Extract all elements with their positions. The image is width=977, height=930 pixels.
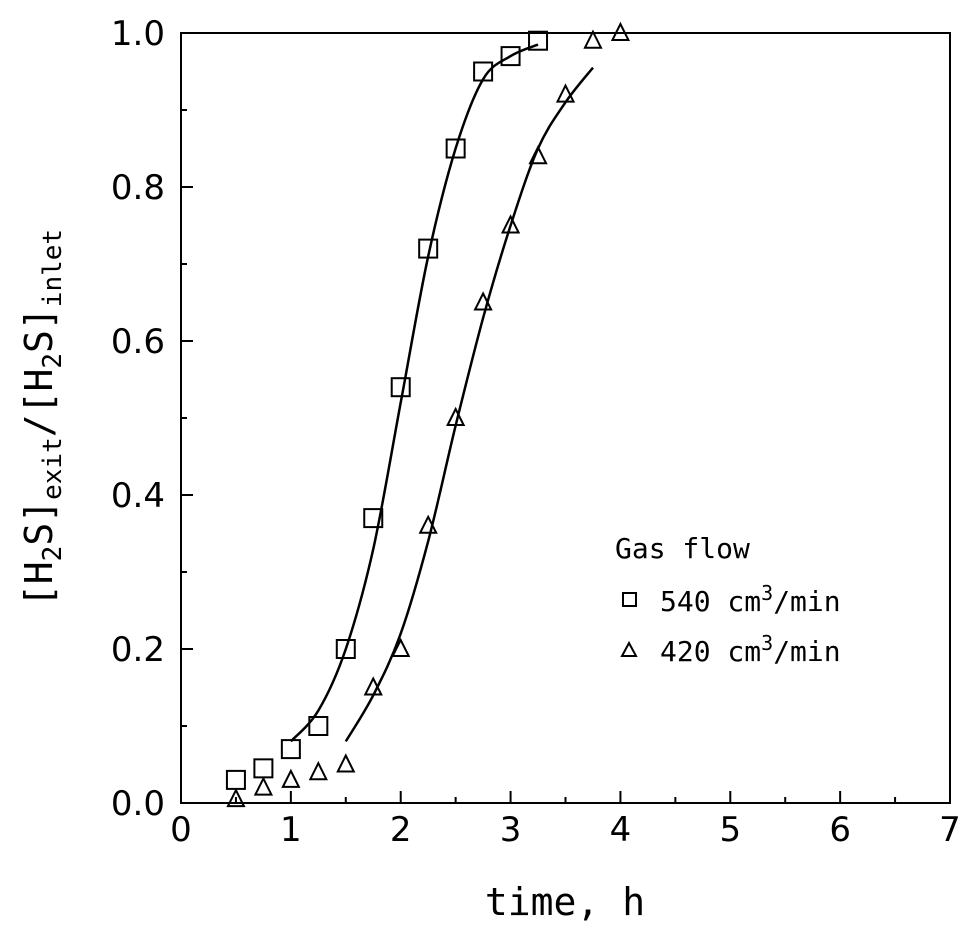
y-tick-label: 0.8: [111, 168, 165, 208]
legend-label-540: 540 cm3/min: [660, 581, 841, 618]
point-triangle: [363, 676, 383, 696]
point-triangle: [528, 144, 548, 165]
point-triangle: [473, 291, 493, 311]
x-tick-label: 6: [829, 810, 851, 850]
legend-marker-square: [622, 592, 637, 607]
point-triangle: [391, 637, 411, 657]
y-tick-label: 0.2: [111, 630, 165, 670]
x-tick-label: 7: [939, 810, 961, 850]
point-triangle: [253, 776, 274, 796]
x-tick-label: 4: [610, 810, 632, 850]
point-square: [253, 758, 274, 779]
point-triangle: [610, 21, 631, 41]
point-square: [418, 238, 439, 259]
x-tick-label: 3: [500, 810, 522, 850]
axis-ticks: 0 1 2 3 4 5 6 7 0.0 0.2 0.4 0.6 0.8 1.0: [111, 14, 961, 850]
point-square: [363, 508, 384, 529]
point-triangle: [500, 214, 521, 234]
point-square: [445, 138, 466, 159]
data-points: [225, 21, 631, 808]
point-triangle: [555, 83, 576, 103]
y-tick-label: 0.6: [111, 322, 165, 362]
point-triangle: [418, 514, 438, 534]
x-axis-title: time, h: [485, 880, 645, 924]
point-triangle: [308, 760, 328, 781]
point-square: [473, 61, 494, 82]
x-tick-label: 5: [719, 810, 741, 850]
legend-title: Gas flow: [615, 532, 750, 565]
fit-curve-square: [289, 43, 539, 743]
x-tick-label: 2: [390, 810, 412, 850]
point-square: [225, 769, 246, 790]
point-triangle: [226, 787, 246, 808]
point-square: [390, 377, 411, 398]
point-triangle: [446, 406, 466, 426]
point-square: [280, 739, 301, 760]
y-tick-label: 0.4: [111, 476, 165, 516]
point-square: [335, 639, 356, 659]
point-triangle: [336, 753, 356, 773]
point-square: [308, 716, 329, 736]
point-triangle: [281, 768, 301, 788]
fit-curve-triangle: [344, 66, 594, 743]
plot-frame: [180, 32, 951, 804]
legend-label-420: 420 cm3/min: [660, 631, 841, 668]
legend: Gas flow 540 cm3/min 420 cm3/min: [615, 532, 841, 668]
y-tick-label: 1.0: [111, 14, 165, 54]
y-tick-label: 0.0: [111, 784, 165, 824]
legend-marker-triangle: [620, 640, 638, 657]
point-square: [528, 30, 549, 51]
y-axis-title: [H2S]exit/[H2S]inlet: [17, 229, 68, 607]
fit-curves: [289, 43, 594, 743]
x-tick-label: 1: [280, 810, 302, 850]
point-square: [500, 46, 521, 67]
point-triangle: [583, 29, 603, 49]
x-tick-label: 0: [170, 810, 192, 850]
